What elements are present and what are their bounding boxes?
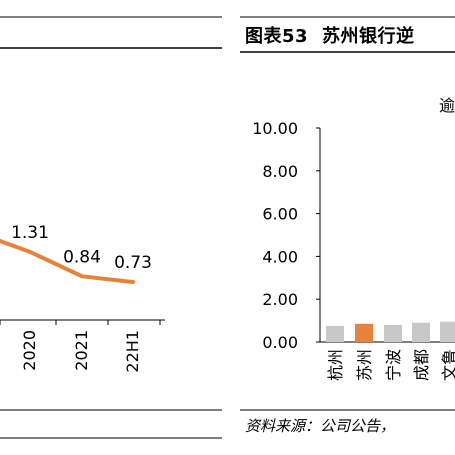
figure-label: 图表53 <box>245 26 309 47</box>
bar-chart-x-tick-label: 文鲁 <box>440 349 455 381</box>
line-chart-data-label: 0.73 <box>114 253 152 273</box>
bar-chart-y-tick-label: 10.00 <box>252 119 298 138</box>
bar-chart-x-tick-labels: 杭州 苏州 宁波 成都 文鲁 <box>326 349 455 381</box>
line-chart-data-label: 1.31 <box>11 223 49 243</box>
bar-chart-x-tick-label: 杭州 <box>326 349 345 381</box>
line-series <box>0 238 135 285</box>
line-chart-series <box>0 238 135 285</box>
line-chart-data-labels: 1.31 0.84 0.73 <box>11 223 152 273</box>
bar-chart-x-tick-label: 宁波 <box>384 349 403 381</box>
bar-1 <box>355 323 373 342</box>
line-chart-x-ticks <box>0 320 161 325</box>
bar-3 <box>412 322 430 342</box>
bar-chart-x-tick-label: 苏州 <box>355 349 374 381</box>
line-chart-x-tick-label: 2020 <box>20 330 39 371</box>
figure-title: 苏州银行逆 <box>322 26 415 47</box>
line-chart-data-label: 0.84 <box>63 247 101 267</box>
bar-chart-y-tick-label: 4.00 <box>262 247 298 266</box>
line-chart-x-tick-label: 2021 <box>72 330 91 371</box>
bar-chart-y-tick-labels: 0.00 2.00 4.00 6.00 8.00 10.00 <box>252 119 298 352</box>
bar-2 <box>384 324 402 342</box>
bar-chart-legend-fragment: 逾 <box>439 96 455 115</box>
line-chart-x-tick-label: 22H1 <box>123 330 142 373</box>
line-chart-x-tick-labels: 2020 2021 22H1 <box>20 330 142 373</box>
bar-4 <box>440 321 455 342</box>
bar-chart-bars <box>326 321 455 342</box>
bar-chart-y-tick-label: 0.00 <box>262 333 298 352</box>
source-note: 资料来源：公司公告， <box>245 417 396 435</box>
bar-0 <box>326 325 344 342</box>
right-chart-title: 图表53 苏州银行逆 <box>245 22 415 48</box>
bar-chart-y-tick-marks <box>316 127 320 343</box>
bar-chart-x-tick-label: 成都 <box>412 349 431 381</box>
bar-chart-y-tick-label: 6.00 <box>262 205 298 224</box>
bar-chart-y-tick-label: 8.00 <box>262 162 298 181</box>
bar-chart-y-tick-label: 2.00 <box>262 290 298 309</box>
